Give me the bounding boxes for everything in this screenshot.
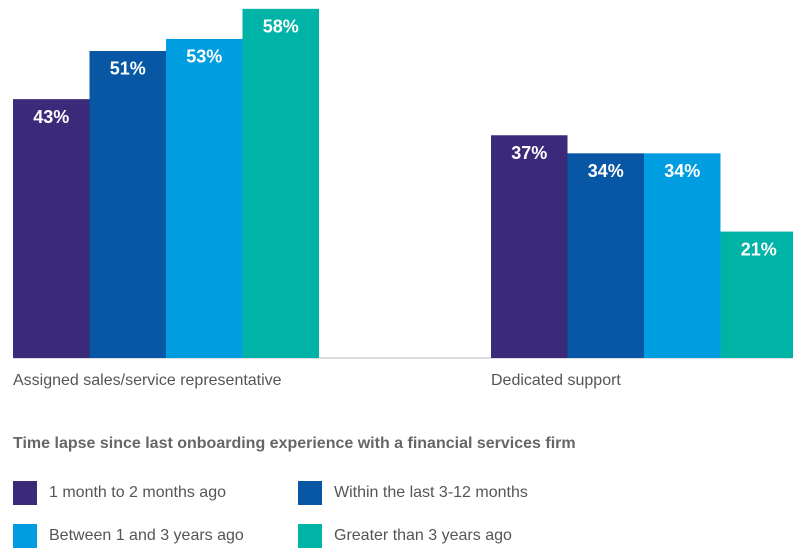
data-label: 34% [664, 161, 700, 181]
bar [644, 153, 721, 358]
data-label: 21% [741, 239, 777, 259]
bar [242, 8, 319, 359]
data-label: 34% [588, 161, 624, 181]
category-label: Dedicated support [491, 372, 621, 389]
data-label: 51% [110, 59, 146, 79]
data-label: 53% [186, 47, 222, 67]
legend-label: Between 1 and 3 years ago [49, 527, 244, 544]
data-label: 43% [33, 107, 69, 127]
legend-label: Within the last 3-12 months [334, 484, 528, 501]
legend-swatch [298, 524, 322, 548]
legend-label: 1 month to 2 months ago [49, 484, 226, 501]
legend-title: Time lapse since last onboarding experie… [13, 435, 576, 452]
bar [491, 135, 568, 358]
data-label: 58% [263, 17, 299, 37]
category-label: Assigned sales/service representative [13, 372, 282, 389]
data-label: 37% [511, 143, 547, 163]
bar [13, 99, 90, 358]
legend-swatch [13, 481, 37, 505]
legend-swatch [298, 481, 322, 505]
bar [89, 50, 166, 358]
bar [166, 38, 243, 358]
legend-label: Greater than 3 years ago [334, 527, 512, 544]
bar [720, 231, 793, 358]
legend-swatch [13, 524, 37, 548]
bar [567, 153, 644, 358]
